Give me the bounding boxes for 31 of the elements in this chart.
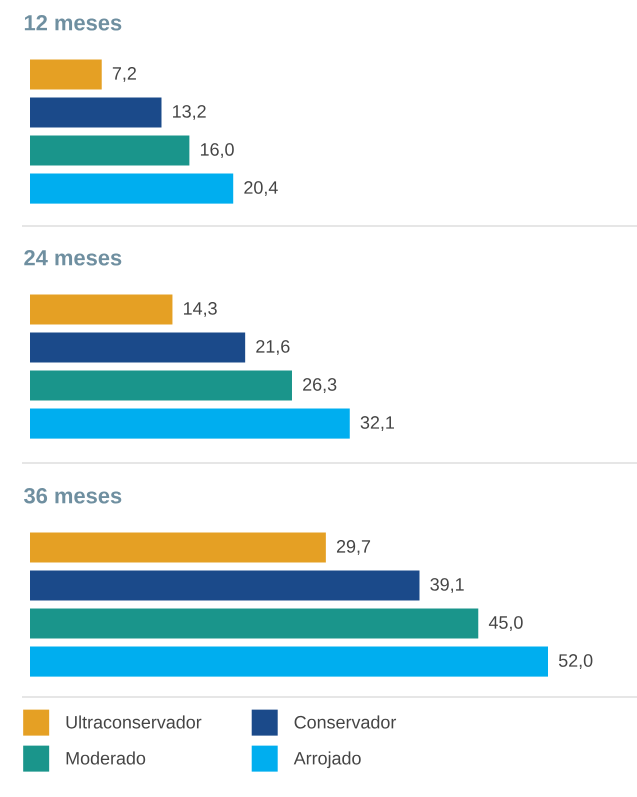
bar: [30, 174, 233, 204]
data-label: 29,7: [336, 540, 370, 555]
data-label: 7,2: [112, 67, 136, 82]
legend-label: Moderado: [66, 751, 145, 765]
bar: [30, 332, 245, 363]
legend-label: Conservador: [294, 715, 396, 729]
bar: [30, 646, 548, 677]
bar: [30, 59, 102, 90]
chart-title: 24 meses: [24, 250, 122, 266]
legend-label: Ultraconservador: [66, 715, 202, 729]
bar: [30, 408, 350, 439]
bar: [30, 532, 326, 562]
data-label: 39,1: [430, 578, 464, 593]
bar: [30, 370, 292, 401]
legend-label: Arrojado: [293, 751, 360, 768]
chart-title: 12 meses: [24, 14, 122, 31]
data-label: 52,0: [558, 654, 592, 669]
data-label: 32,1: [360, 416, 394, 431]
data-label: 14,3: [184, 302, 217, 317]
bar: [30, 608, 478, 639]
data-label: 21,6: [256, 340, 290, 355]
bar: [30, 570, 420, 601]
bar: [30, 97, 162, 128]
data-label: 45,0: [488, 616, 522, 631]
chart-title: 36 meses: [24, 488, 122, 504]
bar: [30, 294, 172, 324]
bar: [30, 136, 190, 166]
data-label: 13,2: [172, 105, 206, 120]
data-label: 20,4: [244, 181, 278, 196]
data-label: 16,0: [200, 143, 234, 158]
data-label: 26,3: [302, 378, 336, 393]
